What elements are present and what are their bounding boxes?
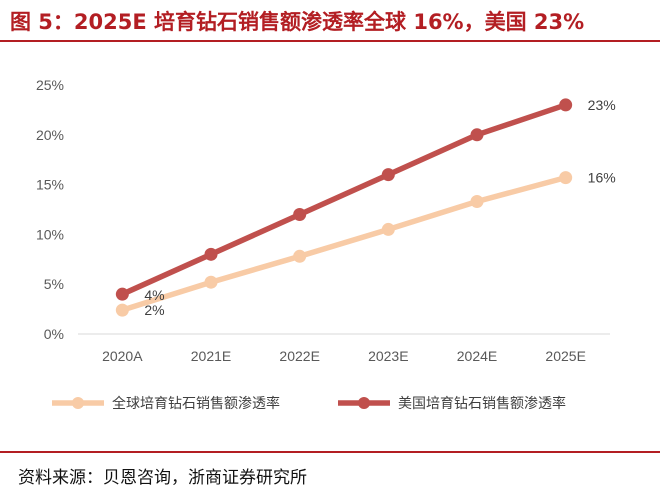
page-title: 图 5：2025E 培育钻石销售额渗透率全球 16%，美国 23% [10, 10, 585, 34]
title-rule [0, 40, 660, 42]
data-point [293, 207, 307, 221]
legend-label: 美国培育钻石销售额渗透率 [398, 395, 566, 412]
y-tick-label: 5% [44, 276, 64, 292]
line-chart: 0% 5% 10% 15% 20% 25% 2020A 2021E 2022E 2023E 2024… [36, 77, 616, 412]
legend-label: 全球培育钻石销售额渗透率 [112, 395, 280, 412]
y-tick-label: 15% [36, 177, 64, 193]
source-rule [0, 451, 660, 453]
x-tick-label: 2021E [191, 348, 231, 364]
y-tick-label: 25% [36, 77, 64, 93]
data-point [470, 195, 484, 209]
legend-swatch-marker [358, 397, 370, 409]
data-point [204, 275, 218, 289]
x-tick-label: 2024E [457, 348, 497, 364]
data-point [115, 287, 129, 301]
data-label: 23% [588, 97, 616, 113]
series-line-us [121, 102, 567, 297]
data-point [115, 303, 129, 317]
y-tick-label: 0% [44, 326, 64, 342]
series-line-global [121, 174, 567, 313]
data-point [204, 247, 218, 261]
x-tick-label: 2025E [545, 348, 585, 364]
legend-swatch-marker [72, 397, 84, 409]
data-point [381, 168, 395, 182]
data-label: 4% [144, 287, 164, 303]
x-tick-label: 2022E [279, 348, 319, 364]
data-label: 2% [144, 302, 164, 318]
data-point [559, 171, 573, 185]
x-tick-label: 2023E [368, 348, 408, 364]
data-point [559, 98, 573, 112]
data-point [381, 222, 395, 236]
y-tick-label: 10% [36, 226, 64, 242]
data-point [470, 128, 484, 142]
x-tick-label: 2020A [102, 348, 143, 364]
source-note: 资料来源：贝恩咨询，浙商证券研究所 [18, 468, 307, 488]
data-label: 16% [588, 170, 616, 186]
data-point [293, 249, 307, 263]
y-tick-label: 20% [36, 127, 64, 143]
